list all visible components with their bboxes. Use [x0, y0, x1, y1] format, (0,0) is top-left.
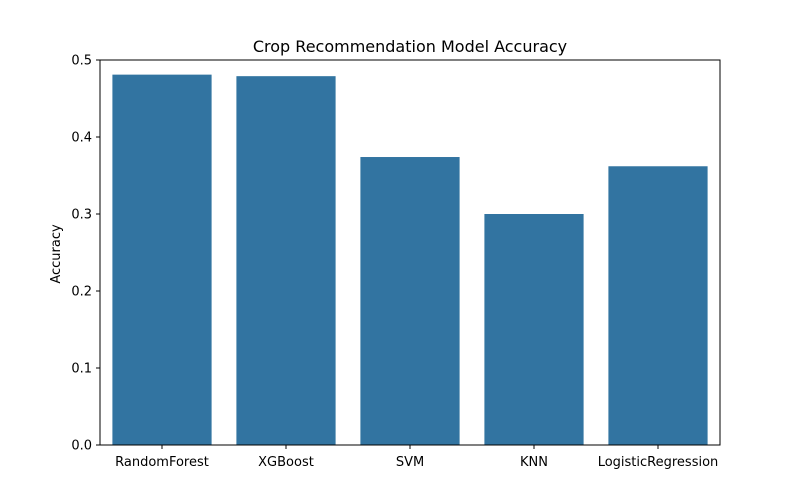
- y-axis-ticks: 0.0 0.1 0.2 0.3 0.4 0.5: [71, 54, 100, 454]
- y-tick-label: 0.0: [71, 439, 92, 454]
- bar-xgboost: [236, 76, 336, 446]
- bar-logisticregression: [608, 166, 708, 445]
- y-tick-label: 0.5: [71, 54, 92, 69]
- x-axis-ticks: RandomForest XGBoost SVM KNN LogisticRegress…: [115, 445, 718, 470]
- bar-randomforest: [112, 74, 212, 445]
- x-tick-label: LogisticRegression: [598, 455, 719, 470]
- bar-svm: [360, 157, 460, 445]
- x-tick-label: SVM: [396, 455, 424, 470]
- chart-title: Crop Recommendation Model Accuracy: [253, 37, 567, 56]
- x-tick-label: XGBoost: [258, 455, 314, 470]
- y-axis-label: Accuracy: [49, 224, 64, 284]
- bar-knn: [484, 214, 584, 445]
- y-tick-label: 0.4: [71, 131, 92, 146]
- y-tick-label: 0.3: [71, 208, 92, 223]
- y-tick-label: 0.2: [71, 285, 92, 300]
- bars-group: [112, 74, 708, 446]
- x-tick-label: RandomForest: [115, 455, 209, 470]
- x-tick-label: KNN: [520, 455, 548, 470]
- plot-frame: [99, 59, 721, 446]
- y-tick-label: 0.1: [71, 362, 92, 377]
